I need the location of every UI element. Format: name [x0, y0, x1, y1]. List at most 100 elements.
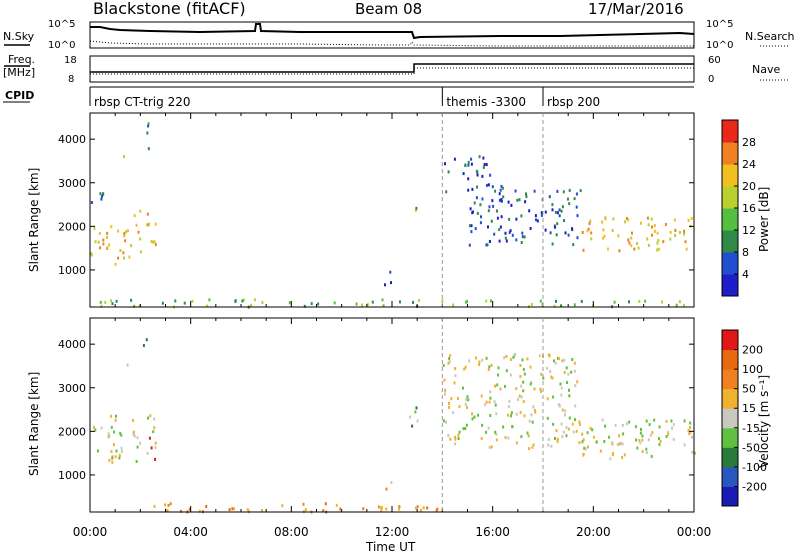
data-cell: [479, 203, 482, 207]
data-cell: [487, 368, 490, 371]
cpid-segment-label: rbsp 200: [547, 95, 600, 109]
data-cell: [519, 375, 522, 378]
data-cell: [568, 188, 571, 192]
data-cell: [531, 445, 534, 449]
data-cell: [515, 238, 518, 242]
data-cell: [559, 382, 562, 386]
data-cell: [638, 300, 641, 303]
data-cell: [462, 427, 465, 431]
data-cell: [467, 188, 470, 192]
data-cell: [564, 409, 567, 413]
data-cell: [611, 453, 614, 457]
data-cell: [641, 438, 644, 442]
data-cell: [503, 356, 506, 360]
data-cell: [448, 405, 450, 409]
data-cell: [261, 509, 263, 512]
colorbar-tick-label: 4: [742, 268, 749, 281]
data-cell: [530, 303, 533, 306]
data-cell: [509, 373, 512, 377]
data-cell: [485, 430, 488, 434]
data-cell: [528, 419, 531, 423]
data-cell: [339, 507, 342, 511]
data-cell: [174, 299, 177, 303]
data-cell: [132, 419, 135, 422]
data-cell: [492, 204, 495, 208]
power-panel: 1000 2000 3000 4000 Slant Range [km]: [27, 112, 695, 309]
data-cell: [102, 238, 105, 242]
data-cell: [674, 234, 677, 237]
data-cell: [509, 358, 512, 361]
data-cell: [499, 188, 502, 192]
data-cell: [164, 503, 166, 507]
data-cell: [650, 217, 653, 221]
data-cell: [495, 432, 498, 436]
data-cell: [667, 430, 670, 434]
data-cell: [470, 230, 473, 234]
data-cell: [644, 299, 647, 303]
data-cell: [623, 453, 626, 457]
data-cell: [568, 394, 571, 398]
data-cell: [560, 386, 563, 390]
data-cell: [505, 239, 508, 243]
data-cell: [617, 234, 620, 238]
data-cell: [561, 435, 564, 439]
data-cell: [498, 239, 501, 243]
data-cell: [500, 198, 503, 202]
data-cell: [125, 230, 128, 234]
data-cell: [609, 457, 612, 461]
data-cell: [445, 420, 447, 424]
data-cell: [115, 414, 117, 418]
data-cell: [557, 403, 560, 406]
data-cell: [464, 365, 467, 369]
data-cell: [281, 504, 284, 508]
data-cell: [448, 402, 450, 405]
scatter-band: [442, 353, 581, 451]
data-cell: [560, 209, 563, 213]
data-cell: [688, 432, 691, 436]
data-cell: [641, 450, 644, 454]
data-cell: [498, 192, 501, 196]
data-cell: [486, 183, 488, 187]
data-cell: [443, 378, 446, 382]
data-cell: [119, 249, 122, 252]
data-cell: [573, 369, 576, 373]
data-cell: [633, 247, 636, 251]
data-cell: [628, 241, 631, 245]
data-cell: [568, 388, 570, 392]
data-cell: [371, 300, 374, 304]
data-cell: [135, 223, 138, 227]
data-cell: [555, 429, 558, 433]
data-cell: [132, 430, 135, 434]
data-cell: [560, 304, 563, 308]
data-cell: [447, 361, 450, 365]
colorbar-swatch: [722, 120, 738, 143]
data-cell: [110, 450, 113, 454]
data-cell: [553, 359, 555, 363]
data-cell: [517, 397, 520, 401]
data-cell: [154, 441, 157, 445]
data-cell: [510, 414, 512, 418]
data-cell: [454, 435, 457, 439]
data-cell: [111, 456, 114, 460]
data-cell: [233, 507, 235, 511]
colorbar-tick-label: -50: [742, 441, 760, 454]
data-cell: [612, 217, 615, 221]
colorbar-swatch: [722, 164, 738, 187]
data-cell: [621, 456, 624, 460]
data-cell: [97, 240, 100, 244]
data-cell: [544, 228, 547, 232]
data-cell: [120, 449, 123, 453]
data-cell: [154, 457, 157, 461]
scatter-band: [409, 406, 419, 428]
data-cell: [457, 433, 460, 437]
data-cell: [415, 206, 418, 210]
data-cell: [126, 363, 129, 367]
data-cell: [564, 413, 566, 417]
nsearch-trace: [89, 40, 694, 47]
data-cell: [471, 412, 473, 416]
data-cell: [485, 356, 488, 360]
data-cell: [604, 424, 607, 428]
data-cell: [657, 247, 660, 251]
data-cell: [530, 413, 533, 417]
data-cell: [153, 240, 156, 244]
